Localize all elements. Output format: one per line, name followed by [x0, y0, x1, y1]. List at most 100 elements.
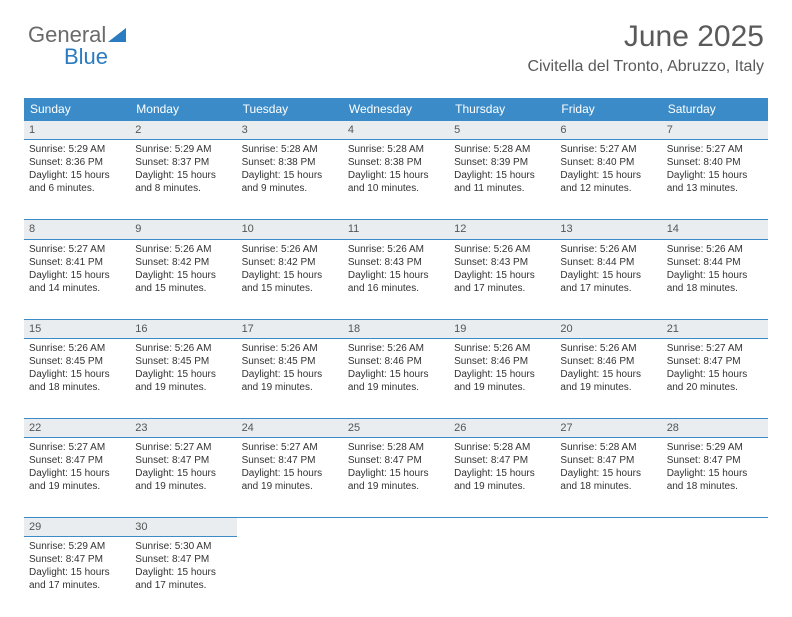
day-body-cell: Sunrise: 5:26 AMSunset: 8:42 PMDaylight:… [237, 239, 343, 319]
daylight-text-1: Daylight: 15 hours [135, 169, 231, 182]
sunset-text: Sunset: 8:46 PM [348, 355, 444, 368]
day-body-cell: Sunrise: 5:29 AMSunset: 8:47 PMDaylight:… [662, 438, 768, 518]
sunset-text: Sunset: 8:42 PM [135, 256, 231, 269]
day-number-cell: 25 [343, 418, 449, 437]
sunset-text: Sunset: 8:37 PM [135, 156, 231, 169]
daylight-text-1: Daylight: 15 hours [348, 467, 444, 480]
day-body-cell: Sunrise: 5:26 AMSunset: 8:42 PMDaylight:… [130, 239, 236, 319]
daylight-text-2: and 6 minutes. [29, 182, 125, 195]
day-number-cell: 1 [24, 121, 130, 140]
day-number-cell [343, 518, 449, 537]
day-body-row: Sunrise: 5:27 AMSunset: 8:47 PMDaylight:… [24, 438, 768, 518]
sunrise-text: Sunrise: 5:26 AM [29, 342, 125, 355]
daylight-text-2: and 19 minutes. [242, 381, 338, 394]
day-number-cell: 6 [555, 121, 661, 140]
day-body-row: Sunrise: 5:26 AM Sunset: 8:45 PM Daylight:… [24, 338, 768, 418]
page-subtitle: Civitella del Tronto, Abruzzo, Italy [527, 58, 764, 76]
weekday-header: Friday [555, 98, 661, 121]
day-number-cell: 29 [24, 518, 130, 537]
daylight-text-1: Daylight: 15 hours [454, 368, 550, 381]
sunrise-text: Sunrise: 5:27 AM [560, 143, 656, 156]
sunset-text: Sunset: 8:40 PM [560, 156, 656, 169]
daylight-text-2: and 19 minutes. [348, 381, 444, 394]
daylight-text-1: Daylight: 15 hours [667, 368, 763, 381]
daylight-text-1: Daylight: 15 hours [454, 169, 550, 182]
day-number-cell: 23 [130, 418, 236, 437]
day-number-cell: 19 [449, 319, 555, 338]
sunrise-text: Sunrise: 5:26 AM [560, 243, 656, 256]
day-number-cell: 27 [555, 418, 661, 437]
sunrise-text: Sunrise: 5:26 AM [242, 342, 338, 355]
daylight-text-1: Daylight: 15 hours [29, 467, 125, 480]
sunset-text: Sunset: 8:39 PM [454, 156, 550, 169]
daylight-text-1: Daylight: 15 hours [667, 269, 763, 282]
daylight-text-2: and 17 minutes. [135, 579, 231, 592]
day-number-cell: 24 [237, 418, 343, 437]
sunset-text: Sunset: 8:47 PM [29, 553, 125, 566]
day-body-cell: Sunrise: 5:26 AMSunset: 8:44 PMDaylight:… [555, 239, 661, 319]
sunset-text: Sunset: 8:47 PM [454, 454, 550, 467]
sunset-text: Sunset: 8:46 PM [454, 355, 550, 368]
sunset-text: Sunset: 8:43 PM [454, 256, 550, 269]
sunset-text: Sunset: 8:47 PM [29, 454, 125, 467]
day-number-cell: 12 [449, 220, 555, 239]
daylight-text-1: Daylight: 15 hours [667, 169, 763, 182]
daylight-text-2: and 17 minutes. [29, 579, 125, 592]
sunrise-text: Sunrise: 5:26 AM [454, 243, 550, 256]
day-body-cell: Sunrise: 5:28 AMSunset: 8:47 PMDaylight:… [555, 438, 661, 518]
sunset-text: Sunset: 8:41 PM [29, 256, 125, 269]
day-body-cell: Sunrise: 5:29 AMSunset: 8:47 PMDaylight:… [24, 537, 130, 617]
sunrise-text: Sunrise: 5:26 AM [135, 243, 231, 256]
day-number-cell: 22 [24, 418, 130, 437]
sunrise-text: Sunrise: 5:28 AM [454, 441, 550, 454]
daylight-text-2: and 10 minutes. [348, 182, 444, 195]
day-number-cell: 30 [130, 518, 236, 537]
sunrise-text: Sunrise: 5:26 AM [560, 342, 656, 355]
daylight-text-1: Daylight: 15 hours [454, 467, 550, 480]
day-number-cell: 9 [130, 220, 236, 239]
daylight-text-1: Daylight: 15 hours [29, 368, 125, 381]
daylight-text-2: and 20 minutes. [667, 381, 763, 394]
day-body-cell [662, 537, 768, 617]
day-number-cell: 17 [237, 319, 343, 338]
sunset-text: Sunset: 8:43 PM [348, 256, 444, 269]
day-number-row: 2930 [24, 518, 768, 537]
day-body-cell: Sunrise: 5:26 AMSunset: 8:45 PMDaylight:… [130, 338, 236, 418]
sunset-text: Sunset: 8:36 PM [29, 156, 125, 169]
day-number-cell [237, 518, 343, 537]
daylight-text-1: Daylight: 15 hours [242, 368, 338, 381]
daylight-text-1: Daylight: 15 hours [667, 467, 763, 480]
day-body-row: Sunrise: 5:29 AMSunset: 8:36 PM Daylight:… [24, 140, 768, 220]
day-number-cell: 2 [130, 121, 236, 140]
sunset-text: Sunset: 8:47 PM [348, 454, 444, 467]
daylight-text-2: and 19 minutes. [454, 381, 550, 394]
daylight-text-2: and 11 minutes. [454, 182, 550, 195]
day-body-cell: Sunrise: 5:28 AMSunset: 8:38 PMDaylight:… [343, 140, 449, 220]
sunrise-text: Sunrise: 5:29 AM [29, 143, 125, 156]
day-body-cell: Sunrise: 5:27 AMSunset: 8:47 PMDaylight:… [662, 338, 768, 418]
sunrise-text: Sunrise: 5:27 AM [242, 441, 338, 454]
sunrise-text: Sunrise: 5:27 AM [29, 441, 125, 454]
day-number-cell: 13 [555, 220, 661, 239]
sunset-text: Sunset: 8:46 PM [560, 355, 656, 368]
weekday-header: Tuesday [237, 98, 343, 121]
day-number-cell: 18 [343, 319, 449, 338]
daylight-text-1: Daylight: 15 hours [242, 467, 338, 480]
daylight-text-2: and 14 minutes. [29, 282, 125, 295]
daylight-text-2: and 9 minutes. [242, 182, 338, 195]
sunset-text: Sunset: 8:47 PM [560, 454, 656, 467]
sunset-text: Sunset: 8:40 PM [667, 156, 763, 169]
day-body-cell: Sunrise: 5:26 AMSunset: 8:45 PMDaylight:… [237, 338, 343, 418]
day-body-cell: Sunrise: 5:26 AMSunset: 8:45 PMDaylight:… [24, 338, 130, 418]
daylight-text-1: Daylight: 15 hours [242, 169, 338, 182]
day-number-row: 1234567 [24, 121, 768, 140]
daylight-text-1: Daylight: 15 hours [560, 269, 656, 282]
sunset-text: Sunset: 8:45 PM [135, 355, 231, 368]
day-number-cell: 8 [24, 220, 130, 239]
daylight-text-1: Daylight: 15 hours [560, 169, 656, 182]
daylight-text-1: Daylight: 15 hours [135, 269, 231, 282]
day-number-cell: 5 [449, 121, 555, 140]
day-body-cell: Sunrise: 5:27 AMSunset: 8:41 PMDaylight:… [24, 239, 130, 319]
day-number-cell: 14 [662, 220, 768, 239]
day-number-cell: 20 [555, 319, 661, 338]
